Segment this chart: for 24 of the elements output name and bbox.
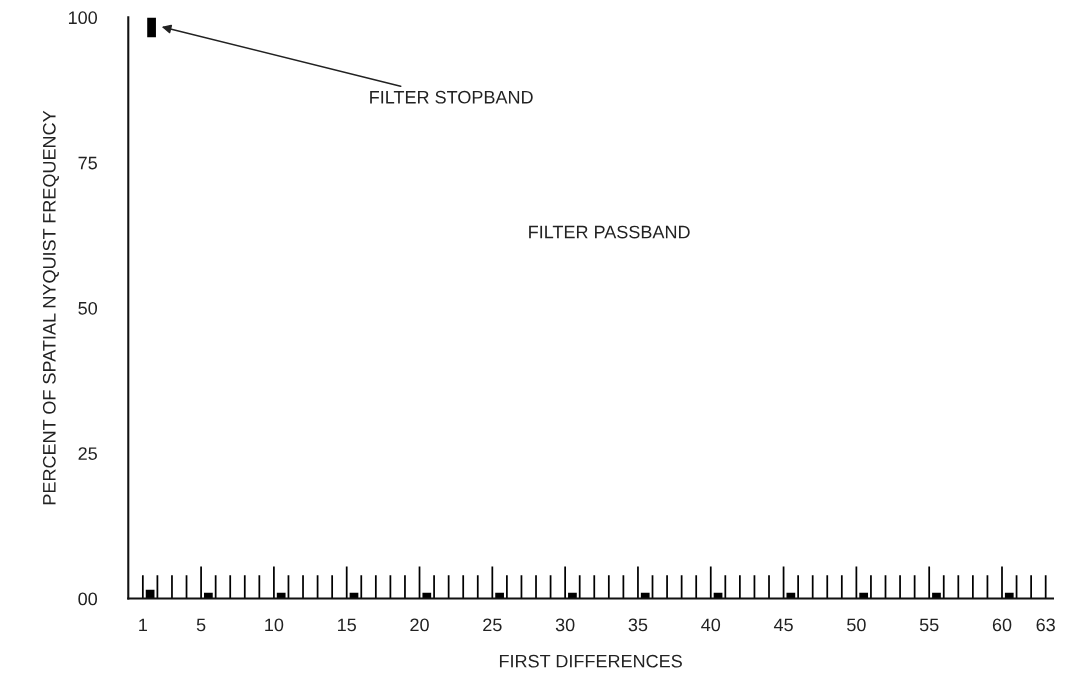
x-tick-label: 45 bbox=[773, 618, 793, 632]
annotation: FILTER PASSBAND bbox=[529, 225, 690, 239]
x-tick-label: 30 bbox=[555, 618, 575, 632]
bar bbox=[147, 17, 156, 38]
x-tick-label: 50 bbox=[847, 618, 866, 632]
y-axis-title: PERCENT OF SPATIAL NYQUIST FREQUENCY bbox=[42, 110, 59, 505]
y-tick-label: 100 bbox=[68, 11, 98, 25]
y-tick-label: 50 bbox=[78, 301, 98, 315]
annotation: FILTER STOPBAND bbox=[370, 90, 533, 104]
y-tick-label: 00 bbox=[78, 592, 98, 606]
x-tick-label: 40 bbox=[701, 618, 721, 632]
x-tick-label: 15 bbox=[338, 618, 356, 632]
x-tick-label: 20 bbox=[410, 618, 429, 632]
x-tick-label: 60 bbox=[992, 618, 1012, 632]
x-tick-label: 1 bbox=[139, 618, 147, 632]
x-tick-label: 35 bbox=[628, 618, 648, 632]
x-tick-label: 55 bbox=[919, 618, 939, 632]
x-tick-label: 63 bbox=[1036, 618, 1055, 632]
x-tick-label: 5 bbox=[196, 618, 206, 632]
x-tick-label: 25 bbox=[483, 618, 502, 632]
y-tick-label: 75 bbox=[78, 156, 97, 170]
y-tick-label: 25 bbox=[78, 447, 97, 460]
x-tick-label: 10 bbox=[265, 618, 284, 632]
x-axis-title: FIRST DIFFERENCES bbox=[499, 654, 682, 668]
